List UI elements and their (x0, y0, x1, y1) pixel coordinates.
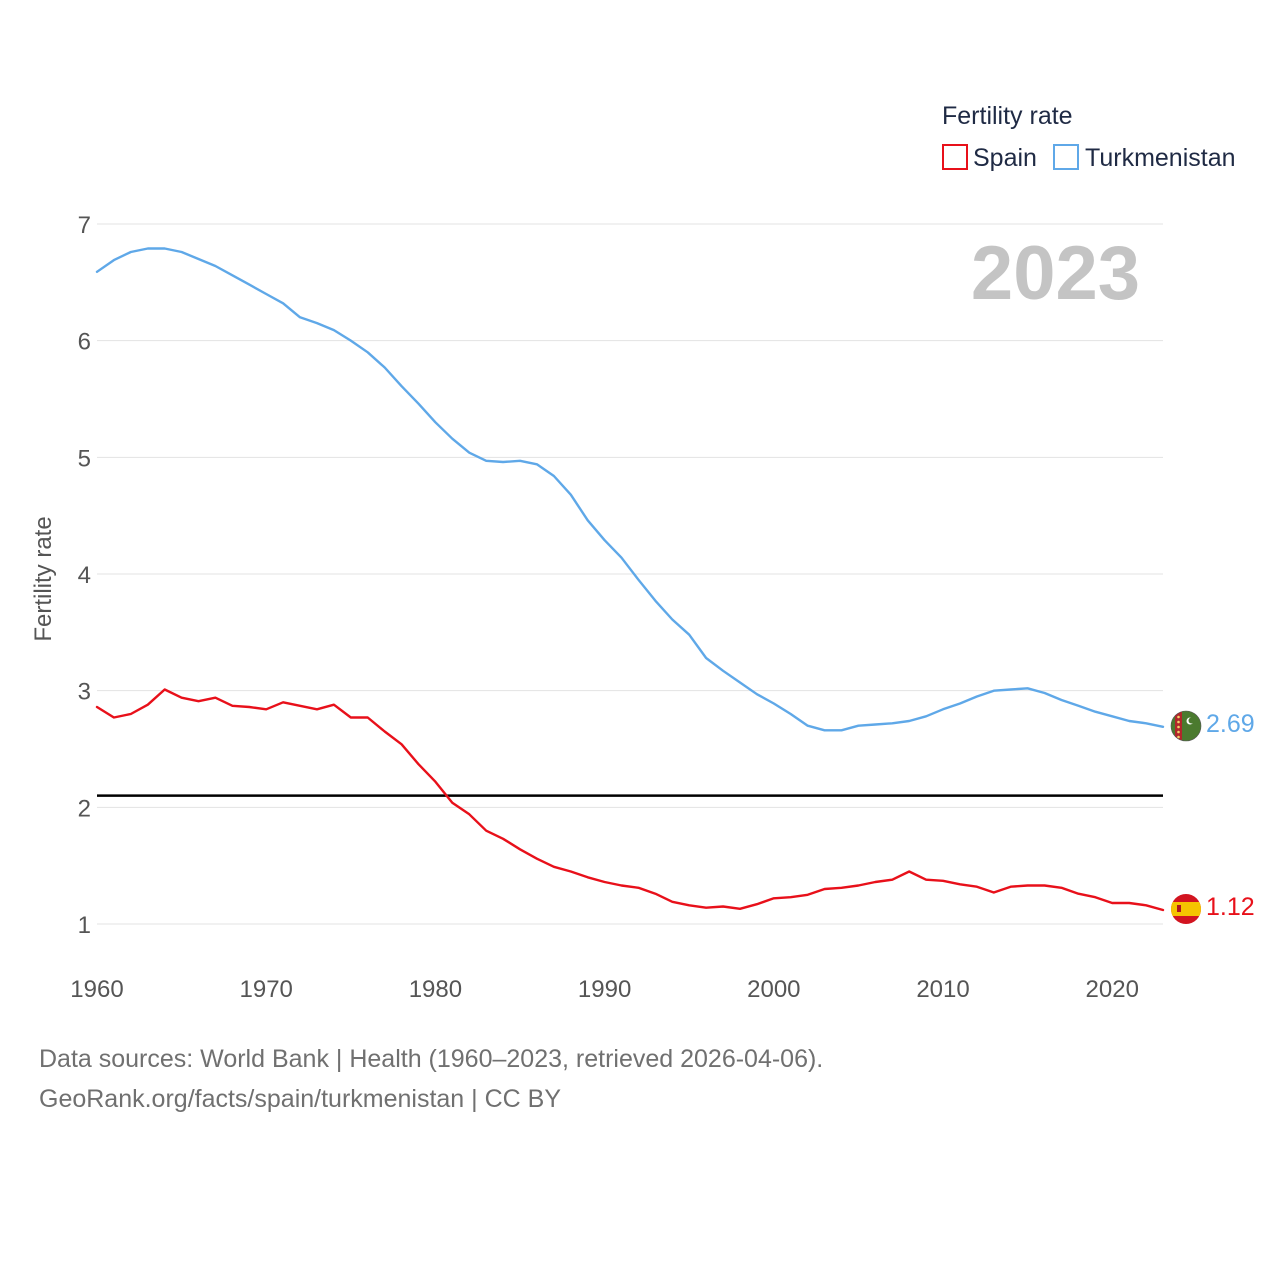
end-value-turkmenistan: 2.69 (1206, 710, 1255, 738)
end-marker-turkmenistan (1170, 710, 1202, 742)
y-axis-title: Fertility rate (30, 516, 57, 641)
x-tick-label-1980: 1980 (409, 976, 462, 1003)
end-value-spain: 1.12 (1206, 893, 1255, 921)
grid-lines (97, 223, 1163, 925)
x-tick-label-1960: 1960 (70, 976, 123, 1003)
series-line-spain[interactable] (95, 688, 1165, 912)
y-tick-label-1: 1 (78, 912, 91, 939)
source-line-1: Data sources: World Bank | Health (1960–… (39, 1045, 824, 1073)
x-tick-label-1990: 1990 (578, 976, 631, 1003)
legend-swatch-spain[interactable] (942, 144, 968, 170)
end-marker-spain (1171, 894, 1201, 924)
legend-label-spain[interactable]: Spain (973, 144, 1037, 172)
series-lines (95, 247, 1165, 912)
current-year-label: 2023 (971, 231, 1140, 316)
turkmenistan-flag-icon (1171, 711, 1201, 741)
spain-flag-icon (1171, 894, 1201, 924)
x-tick-label-2010: 2010 (916, 976, 969, 1003)
x-axis-ticks: 1960 1970 1980 1990 2000 2010 2020 (70, 976, 1139, 1003)
y-axis-ticks: 1 2 3 4 5 6 7 (78, 212, 91, 939)
legend-title: Fertility rate (942, 102, 1073, 130)
x-tick-label-2000: 2000 (747, 976, 800, 1003)
legend: Fertility rate Spain Turkmenistan (942, 102, 1236, 172)
legend-label-turkmenistan[interactable]: Turkmenistan (1085, 144, 1236, 172)
y-tick-label-2: 2 (78, 795, 91, 822)
y-tick-label-6: 6 (78, 329, 91, 356)
legend-swatch-turkmenistan[interactable] (1053, 144, 1079, 170)
y-tick-label-7: 7 (78, 212, 91, 239)
x-tick-label-2020: 2020 (1086, 976, 1139, 1003)
y-tick-label-3: 3 (78, 679, 91, 706)
y-tick-label-4: 4 (78, 562, 91, 589)
y-tick-label-5: 5 (78, 445, 91, 472)
x-tick-label-1970: 1970 (240, 976, 293, 1003)
source-line-2[interactable]: GeoRank.org/facts/spain/turkmenistan | C… (39, 1085, 561, 1113)
series-line-turkmenistan[interactable] (95, 247, 1165, 732)
